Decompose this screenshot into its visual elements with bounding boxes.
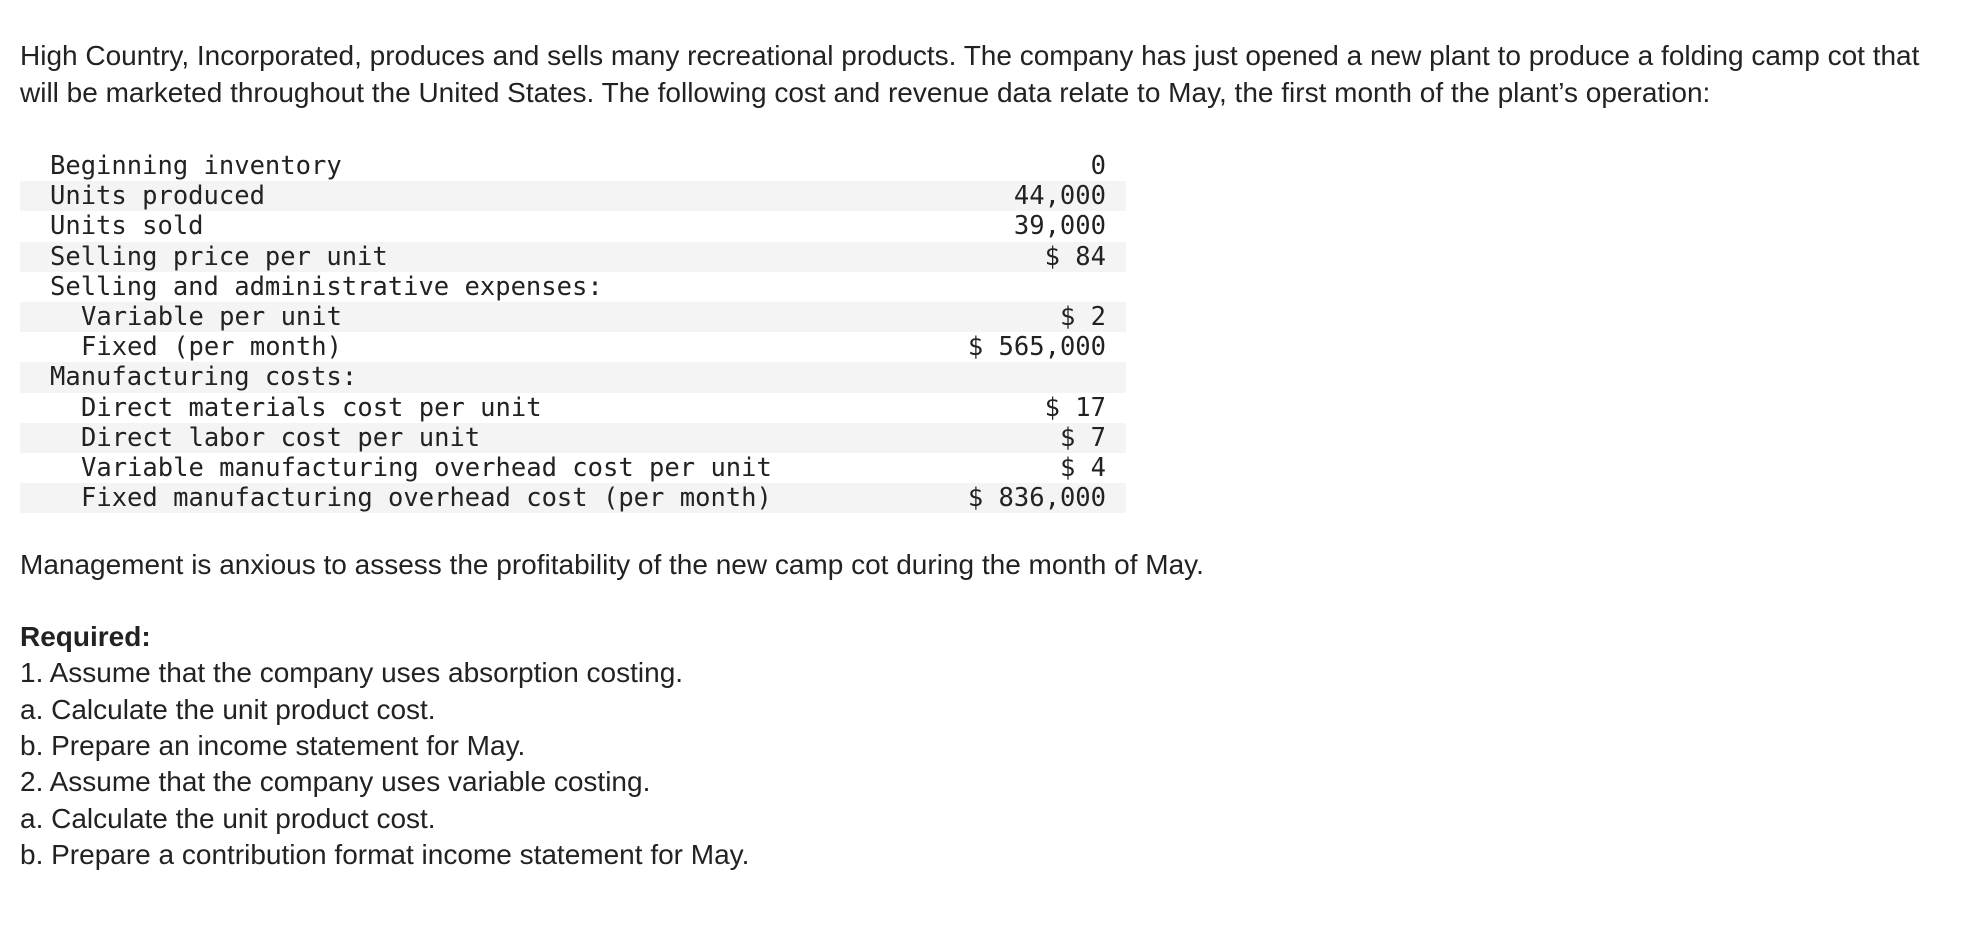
- intro-paragraph: High Country, Incorporated, produces and…: [20, 40, 1920, 108]
- cost-revenue-table: Beginning inventory 0 Units produced 44,…: [20, 151, 1126, 514]
- row-value: [934, 272, 1126, 302]
- row-label: Beginning inventory: [50, 151, 342, 182]
- required-heading: Required:: [20, 621, 151, 653]
- table-row: Variable manufacturing overhead cost per…: [20, 453, 1126, 483]
- row-value: $ 836,000: [967, 483, 1106, 514]
- requirement-item: b. Prepare an income statement for May.: [20, 730, 526, 762]
- row-value: [934, 362, 1126, 392]
- table-row: Fixed manufacturing overhead cost (per m…: [20, 483, 1126, 514]
- row-value: $ 17: [1044, 392, 1106, 423]
- table-row: Direct materials cost per unit $ 17: [20, 393, 1126, 423]
- management-paragraph: Management is anxious to assess the prof…: [20, 549, 1204, 581]
- row-value: $ 4: [1059, 452, 1106, 483]
- requirement-item: 1. Assume that the company uses absorpti…: [20, 657, 684, 689]
- table-row: Direct labor cost per unit $ 7: [20, 422, 1126, 453]
- row-label: Fixed (per month): [81, 332, 342, 363]
- row-label: Selling and administrative expenses:: [50, 271, 603, 302]
- row-value: $ 565,000: [967, 332, 1106, 363]
- requirements-list: 1. Assume that the company uses absorpti…: [20, 655, 1950, 873]
- row-label: Selling price per unit: [50, 241, 388, 272]
- row-value: $ 7: [1059, 422, 1106, 453]
- table-row: Fixed (per month) $ 565,000: [20, 332, 1126, 362]
- row-value: 44,000: [1013, 181, 1106, 212]
- row-label: Fixed manufacturing overhead cost (per m…: [81, 483, 772, 514]
- row-label: Direct labor cost per unit: [81, 422, 481, 453]
- requirement-item: b. Prepare a contribution format income …: [20, 839, 750, 871]
- row-label: Variable per unit: [81, 302, 342, 333]
- row-label: Manufacturing costs:: [50, 362, 358, 393]
- row-label: Variable manufacturing overhead cost per…: [81, 452, 772, 483]
- requirement-item: a. Calculate the unit product cost.: [20, 802, 436, 834]
- row-label: Units sold: [50, 211, 204, 242]
- row-value: $ 2: [1059, 302, 1106, 333]
- table-row: Variable per unit $ 2: [20, 301, 1126, 333]
- problem-content: High Country, Incorporated, produces and…: [20, 38, 1950, 874]
- table-row: Selling and administrative expenses:: [20, 272, 1126, 302]
- row-value: $ 84: [1044, 241, 1106, 272]
- table-row: Selling price per unit $ 84: [20, 241, 1126, 272]
- table-row: Beginning inventory 0: [20, 151, 1126, 181]
- table-row: Units produced 44,000: [20, 181, 1126, 212]
- requirement-item: a. Calculate the unit product cost.: [20, 693, 436, 725]
- row-value: 39,000: [1013, 211, 1106, 242]
- table-row: Manufacturing costs:: [20, 362, 1126, 393]
- table-row: Units sold 39,000: [20, 211, 1126, 241]
- requirement-item: 2. Assume that the company uses variable…: [20, 766, 651, 798]
- row-label: Direct materials cost per unit: [81, 392, 542, 423]
- row-value: 0: [1090, 151, 1106, 182]
- row-label: Units produced: [50, 181, 265, 212]
